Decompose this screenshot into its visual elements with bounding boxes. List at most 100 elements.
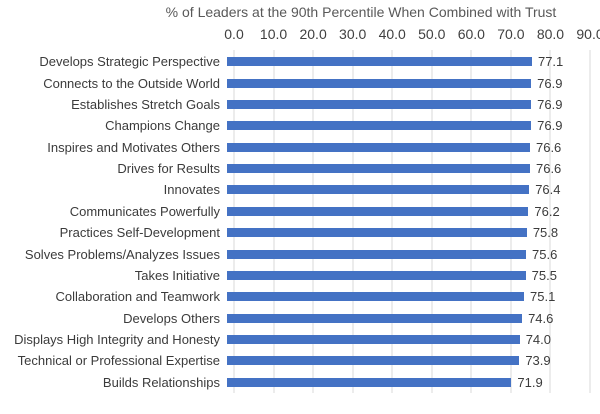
bar-row: Champions Change 76.9 xyxy=(0,115,600,136)
bar xyxy=(227,185,530,195)
value-label: 76.9 xyxy=(537,75,563,91)
x-axis: 0.0 10.0 20.0 30.0 40.0 50.0 60.0 70.0 80.0 90.0 xyxy=(224,26,600,44)
value-label: 71.9 xyxy=(517,374,543,390)
category-label: Establishes Stretch Goals xyxy=(71,96,220,112)
category-label: Inspires and Motivates Others xyxy=(47,139,220,155)
bar xyxy=(227,377,512,387)
gridline xyxy=(312,50,314,393)
value-label: 74.0 xyxy=(525,332,552,348)
plot-area: 75.1 xyxy=(227,286,600,307)
gridline xyxy=(589,50,591,393)
category-label: Innovates xyxy=(163,182,220,198)
plot-area: 76.9 xyxy=(227,72,600,93)
bar-row: Connects to the Outside World 76.9 xyxy=(0,72,600,93)
bar xyxy=(227,121,532,131)
category-label: Connects to the Outside World xyxy=(43,75,220,91)
bar xyxy=(227,78,532,88)
value-label: 75.8 xyxy=(532,225,559,241)
value-label: 75.6 xyxy=(532,246,558,262)
plot-area: 76.2 xyxy=(227,201,600,222)
x-axis-tick: 60.0 xyxy=(457,26,485,42)
bar-row: Takes Initiative 75.5 xyxy=(0,265,600,286)
category-label: Champions Change xyxy=(105,118,220,134)
x-axis-tick: 90.0 xyxy=(576,26,600,42)
gridline xyxy=(549,50,551,393)
bar-row: Innovates 76.4 xyxy=(0,179,600,200)
bar-row: Establishes Stretch Goals 76.9 xyxy=(0,94,600,115)
category-label: Communicates Powerfully xyxy=(69,203,220,219)
bar xyxy=(227,228,527,238)
plot-area: 76.4 xyxy=(227,179,600,200)
gridline xyxy=(431,50,433,393)
x-axis-tick: 50.0 xyxy=(418,26,446,42)
plot-area: 75.6 xyxy=(227,243,600,264)
bar-row: Develops Strategic Perspective 77.1 xyxy=(0,51,600,72)
category-label: Takes Initiative xyxy=(134,267,220,283)
plot-area: 74.0 xyxy=(227,329,600,350)
value-label: 75.5 xyxy=(531,267,557,283)
value-label: 77.1 xyxy=(537,54,564,70)
bar-row: Develops Others 74.6 xyxy=(0,308,600,329)
bar xyxy=(227,57,532,67)
category-label: Drives for Results xyxy=(117,161,220,177)
gridline xyxy=(510,50,512,393)
value-label: 73.9 xyxy=(525,353,551,369)
x-axis-tick: 20.0 xyxy=(299,26,327,42)
plot-area: 75.8 xyxy=(227,222,600,243)
bar xyxy=(227,164,530,174)
bar xyxy=(227,335,520,345)
value-label: 76.2 xyxy=(534,203,560,219)
bar xyxy=(227,249,527,259)
bar-row: Displays High Integrity and Honesty 74.0 xyxy=(0,329,600,350)
bar-row: Practices Self-Development 75.8 xyxy=(0,222,600,243)
gridline xyxy=(233,50,235,393)
plot-area: 75.5 xyxy=(227,265,600,286)
gridlines xyxy=(233,50,591,393)
plot-area: 76.9 xyxy=(227,115,600,136)
value-label: 76.6 xyxy=(535,161,562,177)
category-label: Technical or Professional Expertise xyxy=(17,353,220,369)
gridline xyxy=(391,50,393,393)
bar xyxy=(227,206,529,216)
bar xyxy=(227,142,530,152)
value-label: 76.9 xyxy=(537,118,563,134)
bar xyxy=(227,99,532,109)
plot-area: 77.1 xyxy=(227,51,600,72)
plot-area: 71.9 xyxy=(227,372,600,393)
plot-area: 76.6 xyxy=(227,158,600,179)
category-label: Develops Strategic Perspective xyxy=(39,54,220,70)
bar-row: Builds Relationships 71.9 xyxy=(0,372,600,393)
category-label: Displays High Integrity and Honesty xyxy=(14,332,220,348)
bar xyxy=(227,356,520,366)
category-label: Develops Others xyxy=(123,310,220,326)
bar-row: Solves Problems/Analyzes Issues 75.6 xyxy=(0,243,600,264)
bar xyxy=(227,292,525,302)
bar xyxy=(227,313,523,323)
x-axis-tick: 80.0 xyxy=(536,26,565,42)
value-label: 76.9 xyxy=(537,96,563,112)
bar-row: Inspires and Motivates Others 76.6 xyxy=(0,137,600,158)
bar-row: Collaboration and Teamwork 75.1 xyxy=(0,286,600,307)
bar-rows: Develops Strategic Perspective 77.1 Connec… xyxy=(0,51,600,393)
x-axis-tick: 40.0 xyxy=(378,26,406,42)
value-label: 74.6 xyxy=(528,310,554,326)
value-label: 76.6 xyxy=(535,139,562,155)
chart-title: % of Leaders at the 90th Percentile When… xyxy=(165,4,557,20)
gridline xyxy=(352,50,354,393)
plot-area: 76.6 xyxy=(227,137,600,158)
x-axis-tick: 0.0 xyxy=(224,26,244,42)
bar-row: Communicates Powerfully 76.2 xyxy=(0,201,600,222)
gridline xyxy=(273,50,275,393)
x-axis-tick: 30.0 xyxy=(339,26,367,42)
gridline xyxy=(470,50,472,393)
x-axis-tick: 70.0 xyxy=(497,26,525,42)
category-label: Practices Self-Development xyxy=(59,225,220,241)
value-label: 76.4 xyxy=(535,182,561,198)
plot-area: 73.9 xyxy=(227,350,600,371)
plot-area: 76.9 xyxy=(227,94,600,115)
bar-row: Technical or Professional Expertise 73.9 xyxy=(0,350,600,371)
bar xyxy=(227,270,526,280)
bar-row: Drives for Results 76.6 xyxy=(0,158,600,179)
category-label: Collaboration and Teamwork xyxy=(55,289,220,305)
